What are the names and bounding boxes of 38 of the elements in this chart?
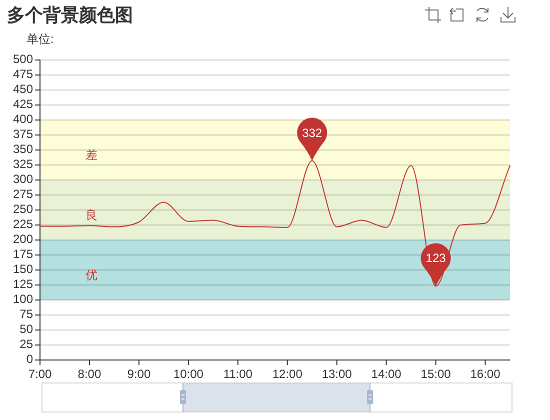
y-tick-label: 150 [12,262,33,276]
y-tick-label: 375 [12,127,33,142]
y-tick-label: 250 [12,202,33,216]
data-label: 332 [302,126,322,140]
data-label: 123 [426,251,446,266]
y-tick-label: 325 [12,157,33,172]
y-tick-label: 50 [20,322,33,336]
title: 多个背景颜色图 [7,5,133,25]
y-tick-label: 350 [12,142,33,156]
band-label: 良 [86,208,98,222]
x-tick-label: 14:00 [371,367,402,381]
y-tick-label: 300 [12,172,33,186]
x-tick-label: 13:00 [322,367,352,381]
x-tick-label: 12:00 [272,367,302,381]
band-label: 差 [86,148,98,162]
x-tick-label: 15:00 [420,367,451,381]
x-tick-label: 7:00 [28,367,52,381]
y-tick-label: 0 [26,352,33,366]
y-tick-label: 500 [12,52,33,66]
y-tick-label: 275 [12,187,33,202]
y-tick-label: 75 [20,307,33,322]
band-label: 优 [86,268,98,282]
y-tick-label: 175 [12,247,33,262]
x-tick-label: 16:00 [470,367,500,381]
x-tick-label: 10:00 [173,367,204,381]
y-tick-label: 100 [12,292,33,306]
x-tick-label: 9:00 [127,367,151,381]
y-axis-name: 单位: [26,32,54,46]
y-tick-label: 125 [12,277,33,292]
y-tick-label: 425 [12,97,33,112]
y-tick-label: 400 [12,112,33,126]
y-tick-label: 225 [12,217,33,232]
y-tick-label: 25 [20,337,33,352]
y-tick-label: 475 [12,67,33,82]
x-tick-label: 11:00 [223,367,252,381]
y-tick-label: 200 [12,232,33,246]
x-tick-label: 8:00 [78,367,102,381]
y-tick-label: 450 [12,82,33,96]
